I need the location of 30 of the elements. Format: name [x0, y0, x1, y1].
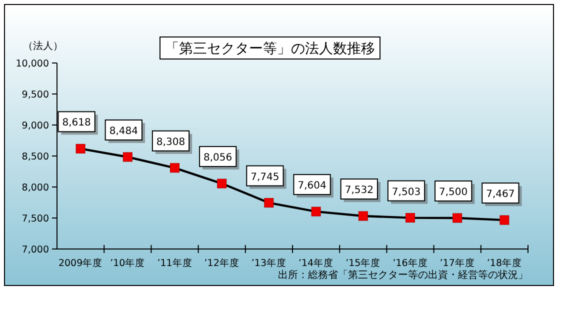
- data-label: 7,500: [439, 187, 468, 198]
- x-tick-label: ’15年度: [346, 257, 381, 269]
- x-tick-label: ’13年度: [251, 257, 287, 269]
- y-tick-label: 9,500: [22, 90, 49, 100]
- x-tick-label: ’14年度: [298, 257, 334, 269]
- data-label: 7,532: [344, 185, 374, 196]
- x-tick-label: ’18年度: [486, 257, 522, 269]
- x-tick-label: 2009年度: [58, 257, 103, 269]
- x-tick-label: ’11年度: [157, 257, 192, 269]
- data-label: 8,056: [204, 152, 232, 164]
- y-tick-label: 10,000: [16, 58, 49, 70]
- y-tick-label: 7,500: [22, 214, 49, 224]
- y-axis-title: （法人）: [23, 40, 63, 52]
- x-tick-label: ’12年度: [204, 257, 240, 269]
- data-label: 7,467: [486, 189, 515, 200]
- y-tick-label: 8,500: [22, 152, 49, 162]
- data-label: 8,618: [62, 118, 91, 129]
- x-tick-label: ’10年度: [110, 257, 146, 269]
- y-tick-label: 9,000: [22, 120, 49, 132]
- x-tick-label: ’17年度: [440, 257, 475, 269]
- y-tick-label: 7,000: [22, 244, 49, 256]
- text: 出所：総務省「第三セクター等の出資・経営等の状況」: [278, 269, 528, 281]
- data-label: 7,745: [250, 172, 280, 183]
- chart-title: 「第三セクター等」の法人数推移: [165, 41, 375, 57]
- data-label: 8,484: [109, 126, 138, 137]
- data-label: 7,503: [392, 186, 421, 198]
- y-tick-label: 8,000: [22, 182, 49, 194]
- data-label: 7,604: [298, 180, 326, 192]
- x-tick-label: ’16年度: [392, 257, 428, 269]
- data-label: 8,308: [156, 136, 186, 148]
